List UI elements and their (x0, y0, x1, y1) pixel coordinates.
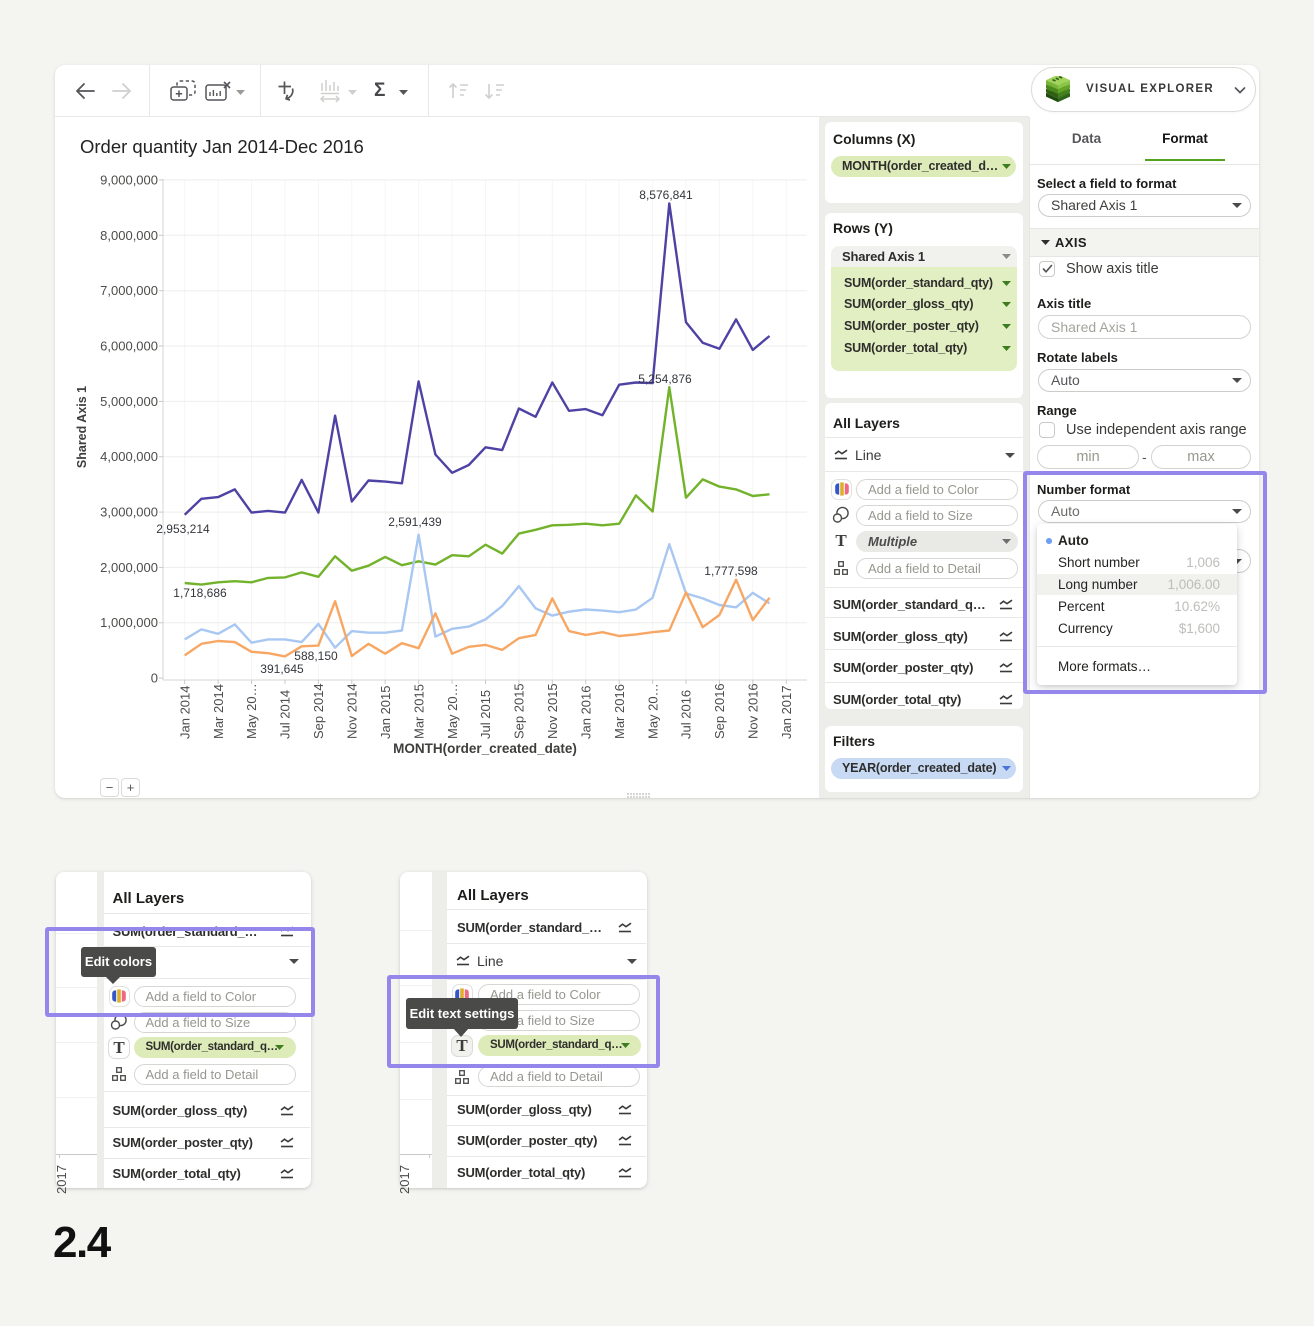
svg-text:Shared Axis 1: Shared Axis 1 (75, 386, 89, 468)
svg-text:Jan 2015: Jan 2015 (378, 686, 393, 740)
svg-text:1,777,598: 1,777,598 (704, 564, 758, 578)
svg-text:MONTH(order_created_date): MONTH(order_created_date) (393, 741, 577, 756)
svg-text:May 20…: May 20… (645, 683, 660, 739)
svg-text:Jul 2014: Jul 2014 (278, 690, 293, 739)
svg-text:5,254,876: 5,254,876 (638, 372, 692, 386)
svg-text:Sep 2016: Sep 2016 (712, 683, 727, 739)
svg-text:Jul 2015: Jul 2015 (478, 690, 493, 739)
svg-text:May 20…: May 20… (244, 683, 259, 739)
svg-text:2,591,439: 2,591,439 (388, 515, 442, 529)
svg-text:391,645: 391,645 (260, 662, 304, 676)
svg-text:8,576,841: 8,576,841 (639, 188, 693, 202)
svg-text:Nov 2016: Nov 2016 (746, 683, 761, 739)
svg-text:Jul 2016: Jul 2016 (679, 690, 694, 739)
svg-text:4,000,000: 4,000,000 (100, 449, 158, 464)
svg-text:1,718,686: 1,718,686 (173, 586, 227, 600)
svg-text:2,000,000: 2,000,000 (100, 560, 158, 575)
svg-text:5,000,000: 5,000,000 (100, 394, 158, 409)
svg-text:Mar 2014: Mar 2014 (211, 684, 226, 739)
svg-text:Jan 2014: Jan 2014 (177, 686, 192, 740)
svg-text:7,000,000: 7,000,000 (100, 283, 158, 298)
svg-text:Sep 2014: Sep 2014 (311, 683, 326, 739)
svg-text:6,000,000: 6,000,000 (100, 339, 158, 354)
svg-text:2017: 2017 (397, 1165, 412, 1194)
svg-text:Mar 2015: Mar 2015 (411, 684, 426, 739)
svg-text:2017: 2017 (54, 1165, 69, 1194)
svg-text:2,953,214: 2,953,214 (156, 522, 210, 536)
svg-text:May 20…: May 20… (445, 683, 460, 739)
svg-text:9,000,000: 9,000,000 (100, 172, 158, 187)
svg-text:Nov 2014: Nov 2014 (345, 683, 360, 739)
svg-text:588,150: 588,150 (294, 649, 338, 663)
svg-text:1,000,000: 1,000,000 (100, 615, 158, 630)
svg-text:0: 0 (151, 671, 158, 686)
svg-text:Sep 2015: Sep 2015 (512, 683, 527, 739)
svg-text:Jan 2017: Jan 2017 (779, 686, 794, 740)
svg-text:Mar 2016: Mar 2016 (612, 684, 627, 739)
svg-text:Nov 2015: Nov 2015 (545, 683, 560, 739)
svg-text:8,000,000: 8,000,000 (100, 228, 158, 243)
svg-text:3,000,000: 3,000,000 (100, 505, 158, 520)
svg-text:Jan 2016: Jan 2016 (578, 686, 593, 740)
